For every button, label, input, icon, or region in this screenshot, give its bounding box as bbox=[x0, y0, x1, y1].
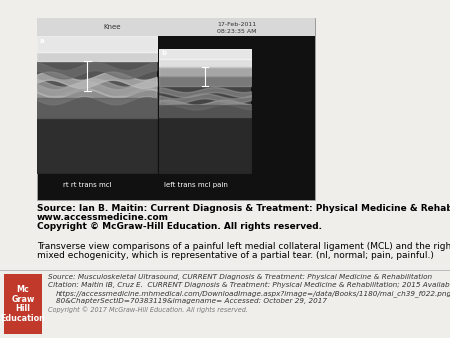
Bar bbox=[159, 49, 251, 173]
Text: rt rt trans mcl: rt rt trans mcl bbox=[63, 182, 111, 188]
Text: Knee: Knee bbox=[104, 24, 121, 30]
Text: Citation: Maitin IB, Cruz E.  CURRENT Diagnosis & Treatment: Physical Medicine &: Citation: Maitin IB, Cruz E. CURRENT Dia… bbox=[48, 282, 450, 288]
Text: left trans mcl pain: left trans mcl pain bbox=[163, 182, 227, 188]
Text: b: b bbox=[161, 50, 166, 56]
Text: 17-Feb-2011: 17-Feb-2011 bbox=[218, 22, 256, 27]
Bar bbox=[251, 36, 315, 200]
Bar bbox=[37, 18, 315, 36]
Text: Copyright © 2017 McGraw-Hill Education. All rights reserved.: Copyright © 2017 McGraw-Hill Education. … bbox=[48, 306, 248, 313]
Text: Transverse view comparisons of a painful left medial collateral ligament (MCL) a: Transverse view comparisons of a painful… bbox=[37, 242, 450, 251]
Bar bbox=[37, 36, 157, 173]
Text: Source: Ian B. Maitin: Current Diagnosis & Treatment: Physical Medicine & Rehabi: Source: Ian B. Maitin: Current Diagnosis… bbox=[37, 204, 450, 213]
Text: Source: Musculoskeletal Ultrasound, CURRENT Diagnosis & Treatment: Physical Medi: Source: Musculoskeletal Ultrasound, CURR… bbox=[48, 274, 432, 280]
Text: 08:23:35 AM: 08:23:35 AM bbox=[217, 29, 257, 34]
Text: mixed echogenicity, which is representative of a partial tear. (nl, normal; pain: mixed echogenicity, which is representat… bbox=[37, 251, 434, 260]
Text: 80&ChapterSectID=70383119&imagename= Accessed: October 29, 2017: 80&ChapterSectID=70383119&imagename= Acc… bbox=[56, 298, 327, 304]
Text: Copyright © McGraw-Hill Education. All rights reserved.: Copyright © McGraw-Hill Education. All r… bbox=[37, 222, 322, 231]
Text: www.accessmedicine.com: www.accessmedicine.com bbox=[37, 213, 169, 222]
Bar bbox=[37, 18, 315, 200]
Text: Mc
Graw
Hill
Education: Mc Graw Hill Education bbox=[0, 285, 45, 323]
Text: https://accessmedicine.mhmedical.com/DownloadImage.aspx?image=/data/Books/1180/m: https://accessmedicine.mhmedical.com/Dow… bbox=[56, 290, 450, 297]
Text: a: a bbox=[40, 38, 44, 44]
Bar bbox=[4, 274, 42, 334]
